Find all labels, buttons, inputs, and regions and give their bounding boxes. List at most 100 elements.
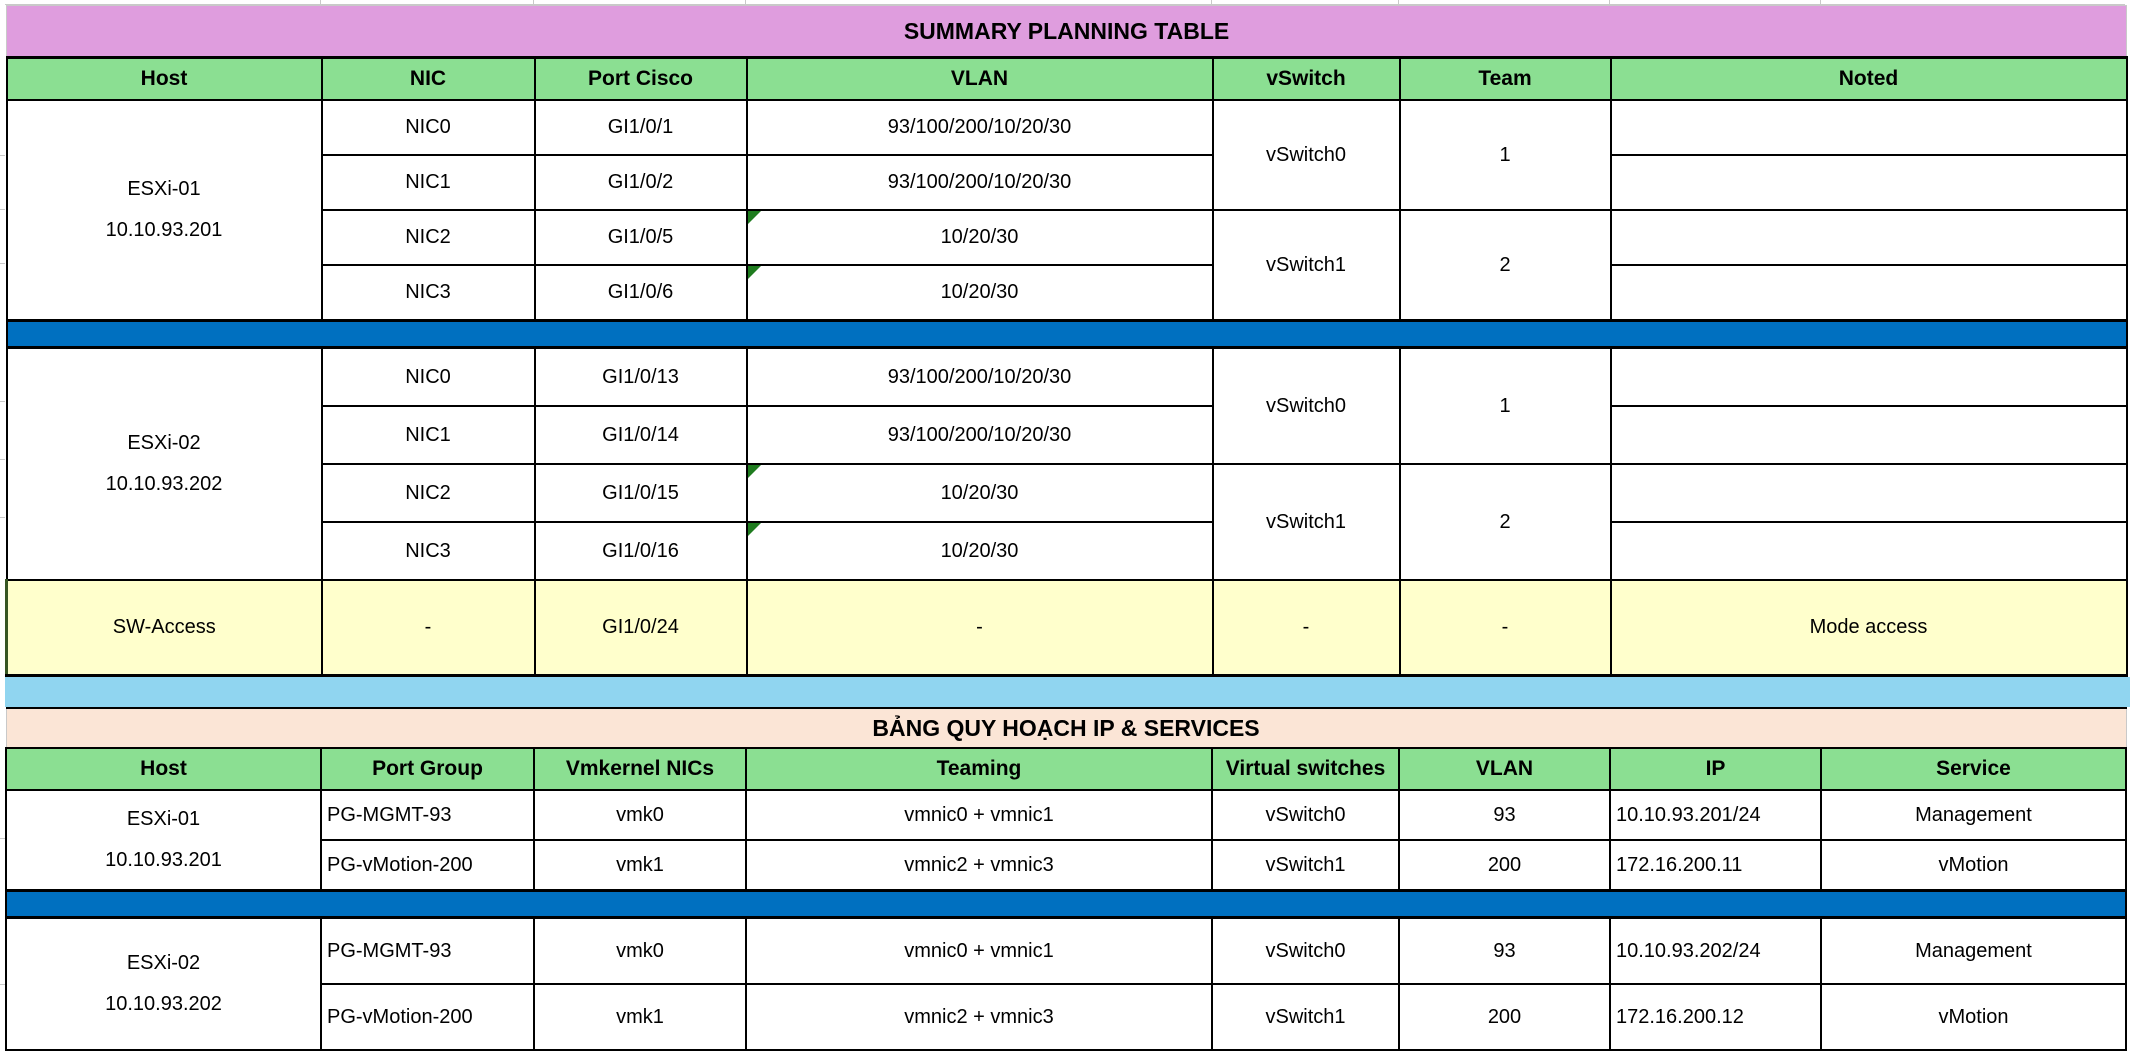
cell-port-group[interactable]: PG-MGMT-93 [320, 916, 535, 985]
cell-vlan[interactable]: 93/100/200/10/20/30 [745, 405, 1214, 465]
cell-vlan2[interactable]: 200 [1398, 983, 1611, 1051]
cell-noted[interactable] [1609, 154, 2128, 211]
col-header-vlan2[interactable]: VLAN [1398, 747, 1611, 791]
row-separator[interactable] [5, 319, 2128, 349]
cell-vlan[interactable]: 10/20/30 [745, 463, 1214, 523]
cell-nic[interactable]: NIC2 [320, 209, 536, 266]
cell-vswitch[interactable]: vSwitch0 [1211, 346, 1401, 465]
cell-noted[interactable] [1609, 405, 2128, 465]
cell-vlan2[interactable]: 93 [1398, 916, 1611, 985]
cell-vlan[interactable]: 93/100/200/10/20/30 [745, 154, 1214, 211]
cell-virtual-switch[interactable]: vSwitch1 [1211, 983, 1400, 1051]
cell-nic[interactable]: NIC0 [320, 346, 536, 407]
col-header-team[interactable]: Team [1398, 56, 1612, 101]
cell-vmkernel[interactable]: vmk1 [533, 839, 747, 892]
cell-ip[interactable]: 172.16.200.11 [1609, 839, 1822, 892]
table1-title[interactable]: SUMMARY PLANNING TABLE [5, 5, 2128, 59]
cell-vlan[interactable]: 93/100/200/10/20/30 [745, 99, 1214, 156]
col-header-host[interactable]: Host [5, 56, 323, 101]
cell-host2-esxi02[interactable]: ESXi-02 10.10.93.202 [5, 916, 322, 1051]
cell-sw-access-noted[interactable]: Mode access [1609, 579, 2128, 677]
col-header-vmkernel-nics[interactable]: Vmkernel NICs [533, 747, 747, 791]
cell-service[interactable]: vMotion [1820, 839, 2127, 892]
cell-vlan2[interactable]: 200 [1398, 839, 1611, 892]
cell-vswitch[interactable]: vSwitch1 [1211, 209, 1401, 322]
cell-port-cisco[interactable]: GI1/0/16 [533, 521, 748, 581]
cell-sw-access-team[interactable]: - [1398, 579, 1612, 677]
cell-team[interactable]: 2 [1398, 209, 1612, 322]
col-header-vlan[interactable]: VLAN [745, 56, 1214, 101]
cell-port-group[interactable]: PG-vMotion-200 [320, 839, 535, 892]
cell-port-group[interactable]: PG-MGMT-93 [320, 789, 535, 841]
row-separator[interactable] [5, 889, 2127, 919]
cell-service[interactable]: vMotion [1820, 983, 2127, 1051]
gridline-tick [1820, 0, 1821, 5]
cell-service[interactable]: Management [1820, 916, 2127, 985]
cell-ip[interactable]: 10.10.93.201/24 [1609, 789, 1822, 841]
cell-port-cisco[interactable]: GI1/0/6 [533, 264, 748, 322]
cell-port-group[interactable]: PG-vMotion-200 [320, 983, 535, 1051]
cell-ip[interactable]: 10.10.93.202/24 [1609, 916, 1822, 985]
col-header-host2[interactable]: Host [5, 747, 322, 791]
cell-port-cisco[interactable]: GI1/0/14 [533, 405, 748, 465]
cell-vlan[interactable]: 10/20/30 [745, 264, 1214, 322]
col-header-noted[interactable]: Noted [1609, 56, 2128, 101]
col-header-port-group[interactable]: Port Group [320, 747, 535, 791]
cell-port-cisco[interactable]: GI1/0/1 [533, 99, 748, 156]
cell-port-cisco[interactable]: GI1/0/5 [533, 209, 748, 266]
col-header-vswitch[interactable]: vSwitch [1211, 56, 1401, 101]
cell-nic[interactable]: NIC3 [320, 521, 536, 581]
col-header-port-cisco[interactable]: Port Cisco [533, 56, 748, 101]
cell-team[interactable]: 2 [1398, 463, 1612, 581]
cell-nic[interactable]: NIC3 [320, 264, 536, 322]
cell-nic[interactable]: NIC0 [320, 99, 536, 156]
cell-noted[interactable] [1609, 209, 2128, 266]
col-header-nic[interactable]: NIC [320, 56, 536, 101]
cell-host-esxi01[interactable]: ESXi-01 10.10.93.201 [5, 99, 323, 322]
cell-virtual-switch[interactable]: vSwitch0 [1211, 789, 1400, 841]
cell-noted[interactable] [1609, 463, 2128, 523]
cell-vlan[interactable]: 93/100/200/10/20/30 [745, 346, 1214, 407]
cell-vlan2[interactable]: 93 [1398, 789, 1611, 841]
cell-sw-access-port[interactable]: GI1/0/24 [533, 579, 748, 677]
cell-vlan[interactable]: 10/20/30 [745, 521, 1214, 581]
cell-noted[interactable] [1609, 521, 2128, 581]
gridline-tick [0, 263, 5, 264]
col-header-teaming[interactable]: Teaming [745, 747, 1213, 791]
cell-nic[interactable]: NIC1 [320, 154, 536, 211]
col-header-service[interactable]: Service [1820, 747, 2127, 791]
cell-noted[interactable] [1609, 99, 2128, 156]
cell-vmkernel[interactable]: vmk0 [533, 916, 747, 985]
cell-noted[interactable] [1609, 346, 2128, 407]
cell-port-cisco[interactable]: GI1/0/13 [533, 346, 748, 407]
cell-sw-access-host[interactable]: SW-Access [5, 579, 323, 677]
cell-host2-esxi01[interactable]: ESXi-01 10.10.93.201 [5, 789, 322, 892]
cell-vlan[interactable]: 10/20/30 [745, 209, 1214, 266]
cell-vmkernel[interactable]: vmk0 [533, 789, 747, 841]
table2-title[interactable]: BẢNG QUY HOẠCH IP & SERVICES [5, 707, 2127, 749]
cell-service[interactable]: Management [1820, 789, 2127, 841]
cell-vswitch[interactable]: vSwitch1 [1211, 463, 1401, 581]
cell-ip[interactable]: 172.16.200.12 [1609, 983, 1822, 1051]
cell-teaming[interactable]: vmnic2 + vmnic3 [745, 983, 1213, 1051]
cell-teaming[interactable]: vmnic2 + vmnic3 [745, 839, 1213, 892]
cell-nic[interactable]: NIC2 [320, 463, 536, 523]
cell-sw-access-vlan[interactable]: - [745, 579, 1214, 677]
col-header-virtual-switches[interactable]: Virtual switches [1211, 747, 1400, 791]
cell-sw-access-vswitch[interactable]: - [1211, 579, 1401, 677]
cell-virtual-switch[interactable]: vSwitch1 [1211, 839, 1400, 892]
cell-nic[interactable]: NIC1 [320, 405, 536, 465]
cell-team[interactable]: 1 [1398, 99, 1612, 211]
cell-teaming[interactable]: vmnic0 + vmnic1 [745, 789, 1213, 841]
cell-port-cisco[interactable]: GI1/0/2 [533, 154, 748, 211]
cell-sw-access-nic[interactable]: - [320, 579, 536, 677]
cell-host-esxi02[interactable]: ESXi-02 10.10.93.202 [5, 346, 323, 581]
cell-noted[interactable] [1609, 264, 2128, 322]
col-header-ip[interactable]: IP [1609, 747, 1822, 791]
cell-virtual-switch[interactable]: vSwitch0 [1211, 916, 1400, 985]
cell-port-cisco[interactable]: GI1/0/15 [533, 463, 748, 523]
cell-team[interactable]: 1 [1398, 346, 1612, 465]
cell-vswitch[interactable]: vSwitch0 [1211, 99, 1401, 211]
cell-vmkernel[interactable]: vmk1 [533, 983, 747, 1051]
cell-teaming[interactable]: vmnic0 + vmnic1 [745, 916, 1213, 985]
